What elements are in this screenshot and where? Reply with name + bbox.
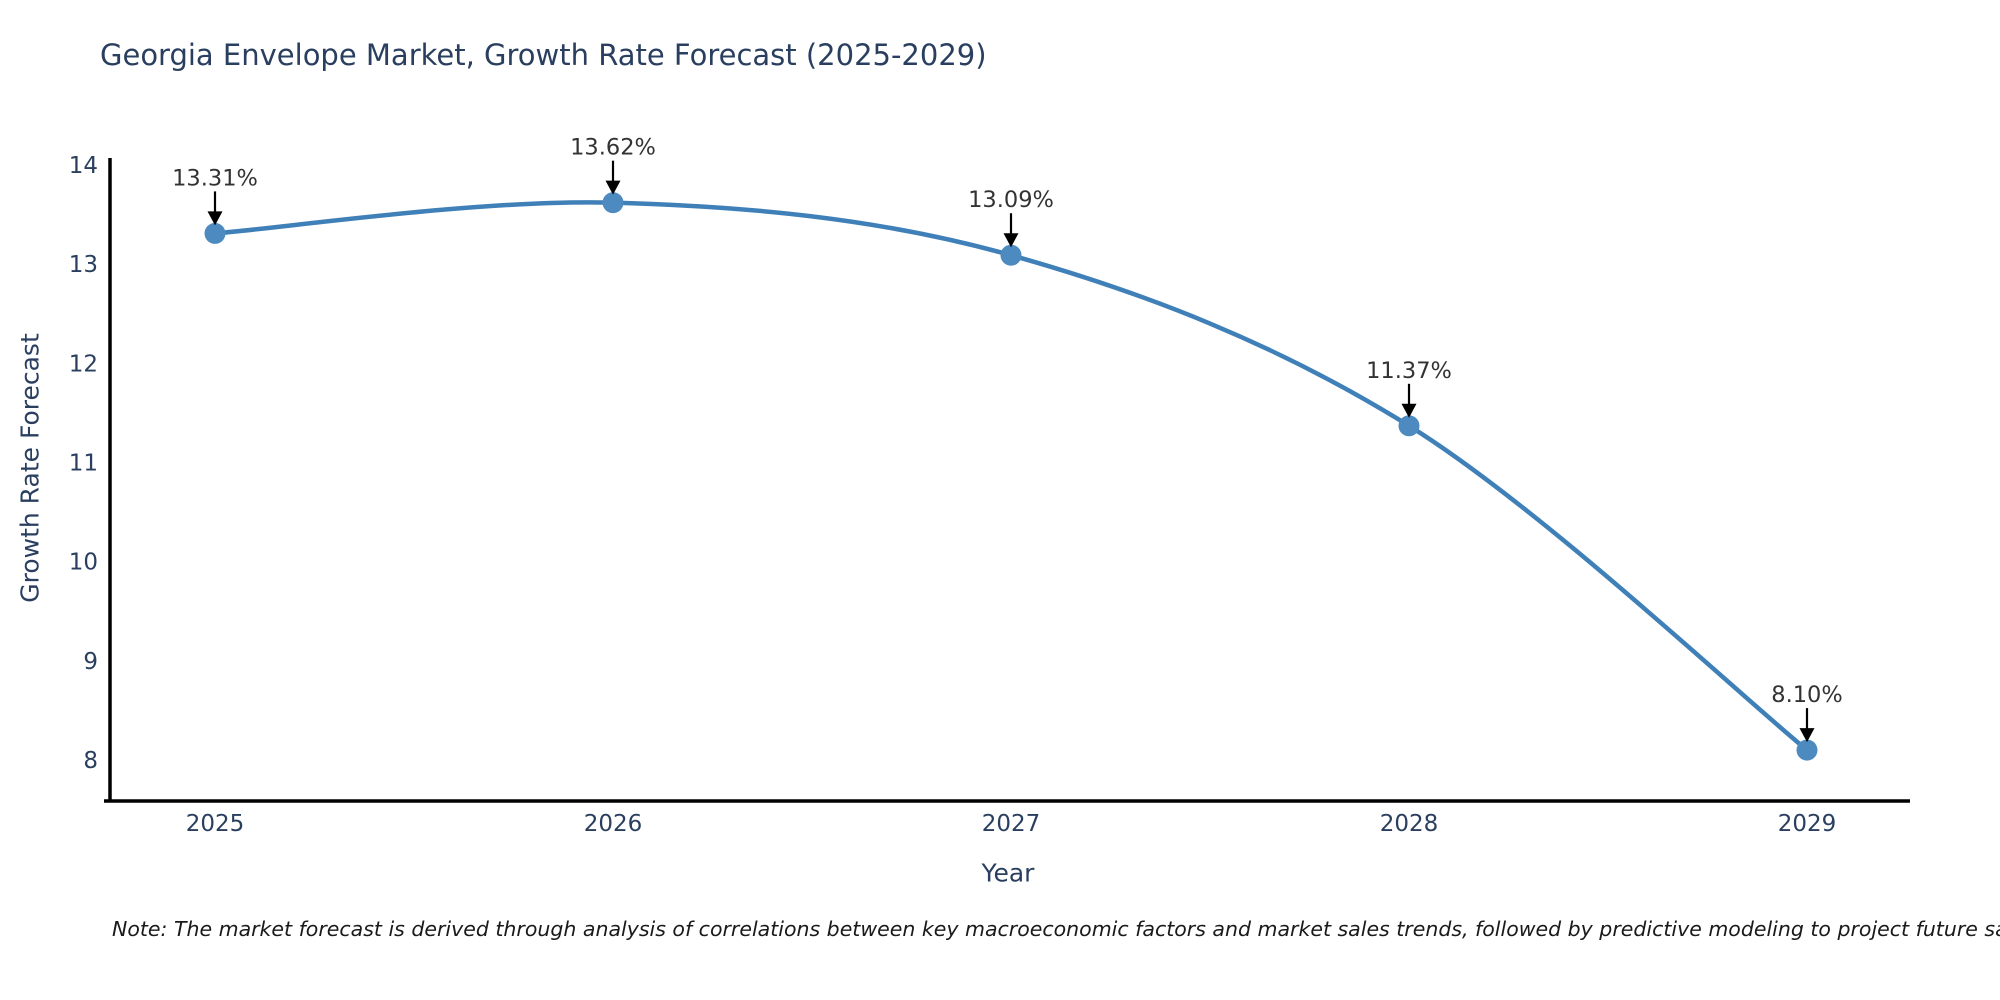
- point-label-2028: 11.37%: [1366, 358, 1452, 384]
- x-tick-2028: 2028: [1380, 811, 1439, 837]
- point-label-2025: 13.31%: [172, 165, 258, 191]
- chart-title: Georgia Envelope Market, Growth Rate For…: [100, 38, 987, 72]
- data-point-2028[interactable]: [1398, 415, 1420, 437]
- data-point-2026[interactable]: [602, 192, 624, 214]
- x-tick-2029: 2029: [1778, 811, 1837, 837]
- point-label-2029: 8.10%: [1771, 682, 1842, 708]
- y-tick-14: 14: [69, 153, 98, 179]
- y-tick-13: 13: [69, 252, 98, 278]
- point-label-2027: 13.09%: [968, 187, 1054, 213]
- y-tick-8: 8: [83, 748, 98, 774]
- x-tick-2027: 2027: [982, 811, 1041, 837]
- x-axis-title: Year: [981, 858, 1035, 888]
- footnote: Note: The market forecast is derived thr…: [112, 917, 2000, 941]
- data-point-2027[interactable]: [1000, 244, 1022, 266]
- y-tick-10: 10: [69, 550, 98, 576]
- y-tick-12: 12: [69, 351, 98, 377]
- annotation-arrowhead-2025: [207, 211, 223, 226]
- y-tick-9: 9: [83, 649, 98, 675]
- x-tick-2025: 2025: [186, 811, 245, 837]
- annotation-arrowhead-2026: [605, 180, 621, 195]
- annotation-arrowhead-2028: [1401, 403, 1417, 418]
- data-point-2029[interactable]: [1796, 739, 1818, 761]
- trend-line: [212, 200, 1810, 753]
- annotation-arrowhead-2027: [1003, 233, 1019, 248]
- y-tick-11: 11: [69, 450, 98, 476]
- annotation-arrowhead-2029: [1799, 728, 1815, 743]
- x-tick-2026: 2026: [584, 811, 643, 837]
- point-label-2026: 13.62%: [570, 135, 656, 161]
- data-point-2025[interactable]: [204, 222, 226, 244]
